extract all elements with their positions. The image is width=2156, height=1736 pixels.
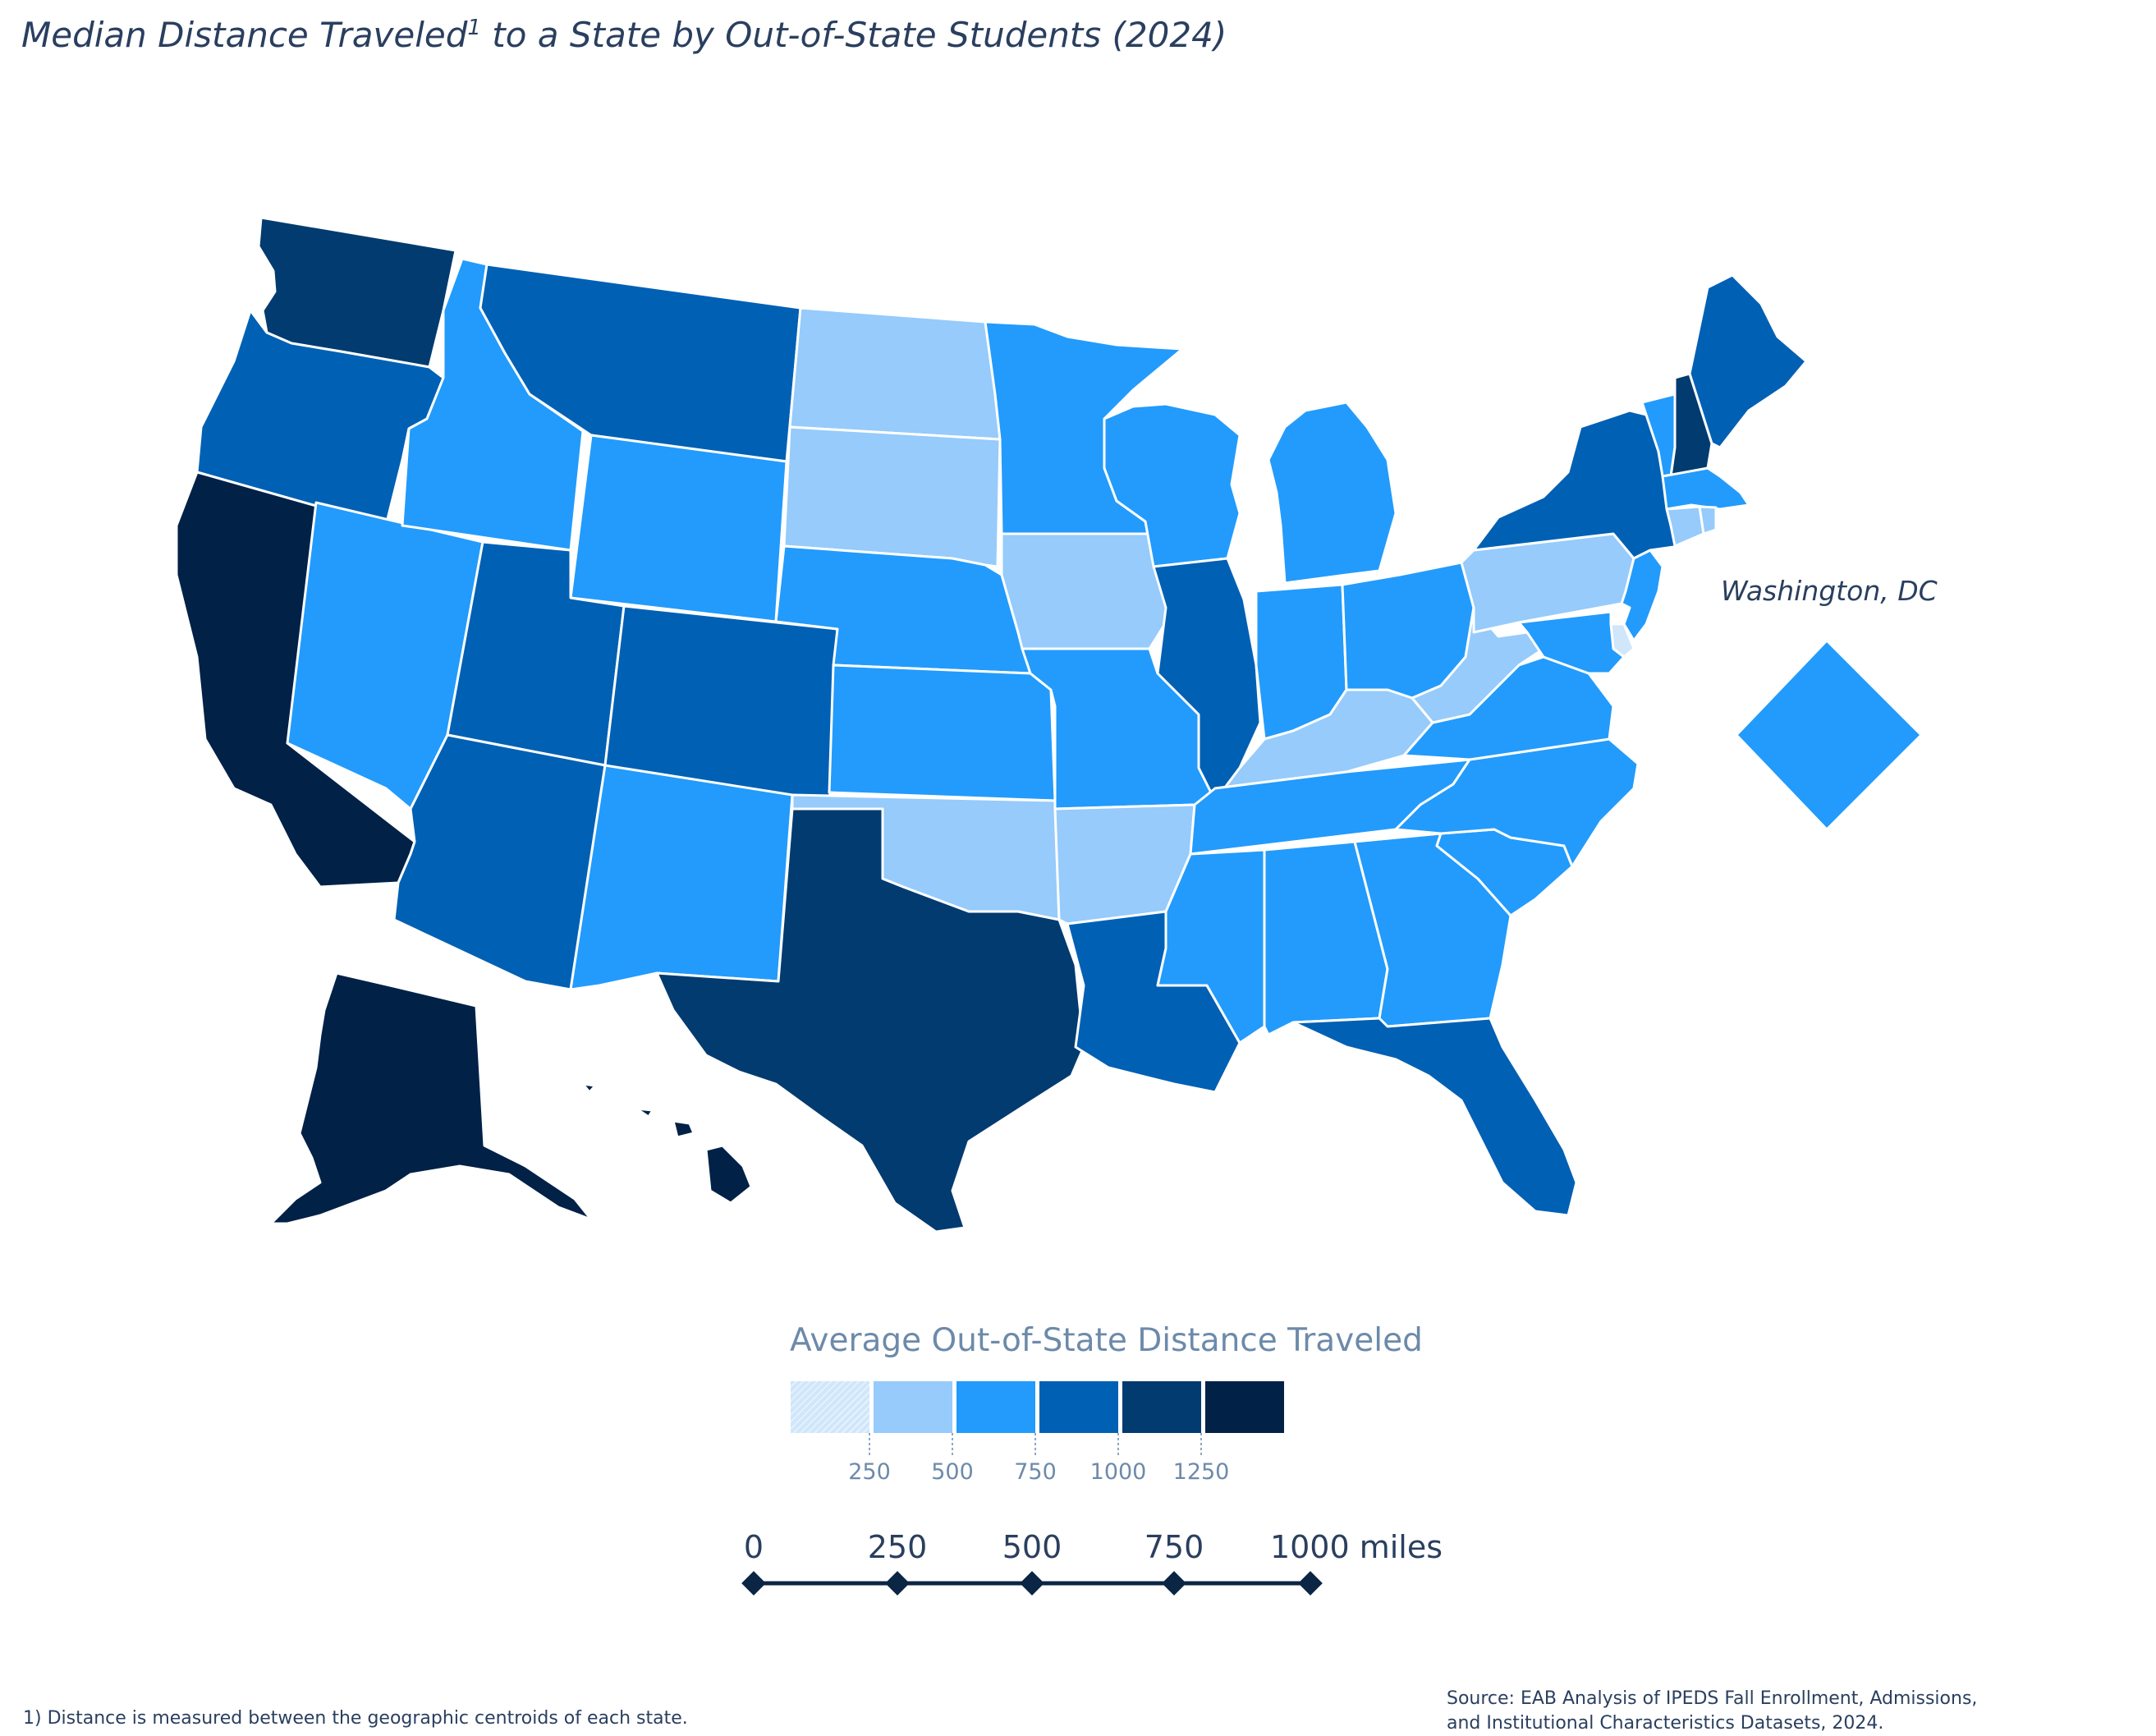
scale-label: 500 — [1002, 1529, 1062, 1565]
footnote: 1) Distance is measured between the geog… — [23, 1708, 688, 1729]
legend-bin-6 — [1205, 1381, 1284, 1433]
scale-marker-250 — [885, 1571, 910, 1596]
source-line: and Institutional Characteristics Datase… — [1447, 1713, 1884, 1734]
state-HI — [581, 1082, 753, 1205]
scale-marker-1000 — [1298, 1571, 1323, 1596]
state-ME — [1688, 273, 1808, 449]
scale-label: 250 — [867, 1529, 928, 1565]
scale-label: 750 — [1144, 1529, 1204, 1565]
state-MI — [1267, 401, 1397, 585]
scale-marker-750 — [1162, 1571, 1186, 1596]
state-WY — [569, 434, 788, 623]
state-MA — [1661, 466, 1750, 511]
state-TX — [655, 807, 1085, 1233]
scale-bar — [741, 1571, 1323, 1596]
scale-marker-0 — [741, 1571, 766, 1596]
dc-inset-label: Washington, DC — [1721, 575, 1938, 607]
legend-bin-1 — [791, 1381, 869, 1433]
legend-bin-2 — [874, 1381, 952, 1433]
legend-tick-label: 500 — [931, 1459, 974, 1485]
state-DC-inset — [1735, 639, 1923, 831]
legend-tick-label: 1000 — [1089, 1459, 1147, 1485]
source-note: Source: EAB Analysis of IPEDS Fall Enrol… — [1447, 1687, 1977, 1736]
legend-bin-4 — [1039, 1381, 1118, 1433]
source-line: Source: EAB Analysis of IPEDS Fall Enrol… — [1447, 1688, 1978, 1709]
legend-title: Average Out-of-State Distance Traveled — [790, 1322, 1423, 1359]
state-NJ — [1620, 549, 1664, 642]
state-MD — [1517, 610, 1626, 675]
legend-tick-label: 1250 — [1172, 1459, 1230, 1485]
legend-bin-3 — [956, 1381, 1035, 1433]
state-MS — [1156, 848, 1266, 1045]
map-title: Median Distance Traveled1 to a State by … — [21, 15, 1227, 55]
state-WI — [1103, 402, 1241, 568]
state-RI — [1698, 505, 1718, 535]
state-FL — [1291, 1017, 1578, 1217]
scale-marker-500 — [1020, 1571, 1044, 1596]
state-AK — [269, 971, 593, 1225]
legend-tick-label: 750 — [1014, 1459, 1057, 1485]
legend-bin-5 — [1122, 1381, 1201, 1433]
state-NC — [1394, 737, 1640, 868]
scale-label: 0 — [743, 1529, 764, 1565]
state-ND — [788, 306, 1002, 441]
state-NY — [1472, 409, 1681, 560]
legend-color-bins — [791, 1381, 1284, 1433]
state-SD — [782, 425, 1002, 568]
legend-tick-label: 250 — [848, 1459, 891, 1485]
scale-label: 1000 miles — [1269, 1529, 1443, 1565]
state-NM — [569, 764, 794, 991]
state-CT — [1665, 505, 1705, 548]
state-KS — [828, 664, 1057, 802]
